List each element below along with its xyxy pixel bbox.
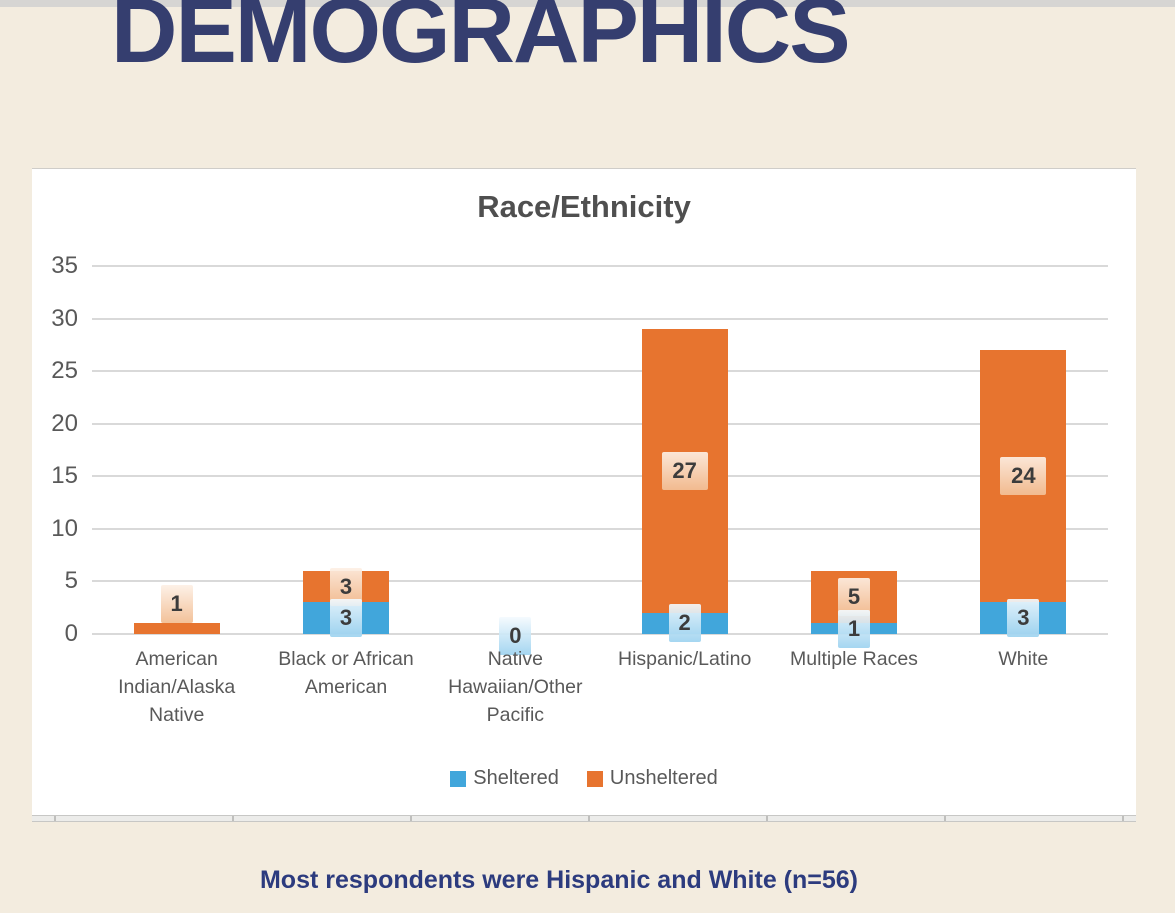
chart-title: Race/Ethnicity: [477, 189, 691, 224]
bottom-strip-tick: [766, 816, 768, 821]
data-label-sheltered-3: 2: [668, 604, 701, 643]
gridline-y-25: [92, 370, 1108, 373]
x-axis-label-line: Hispanic/Latino: [617, 648, 752, 670]
bottom-strip-tick: [944, 816, 946, 821]
gridline-y-10: [92, 527, 1108, 530]
bottom-strip-tick: [410, 816, 412, 821]
x-axis-label-line: American: [304, 676, 388, 698]
x-axis-label-line: Black or African: [278, 648, 414, 670]
window-top-strip: [0, 0, 1175, 7]
x-axis-label-0: American Indian/Alaska Native: [77, 645, 277, 729]
x-axis-label-line: Indian/Alaska: [118, 676, 236, 698]
gridline-y-0: [92, 633, 1108, 635]
x-axis-label-3: Hispanic/Latino: [585, 645, 785, 673]
gridline-y-5: [92, 580, 1108, 583]
y-axis-tick-label: 25: [51, 357, 78, 385]
data-label-unsheltered-5: 24: [1000, 457, 1047, 496]
x-axis-label-line: White: [998, 648, 1049, 670]
x-axis-label-line: American: [135, 648, 218, 670]
x-axis-label-line: Pacific: [486, 704, 545, 726]
slide-caption: Most respondents were Hispanic and White…: [259, 866, 859, 894]
bottom-strip-tick: [588, 816, 590, 821]
x-axis-label-line: Native: [149, 704, 205, 726]
bottom-strip-tick: [54, 816, 56, 821]
y-axis-tick-label: 20: [51, 409, 78, 437]
legend-item-sheltered: Sheltered: [450, 767, 559, 790]
legend: Sheltered Unsheltered: [32, 767, 1136, 790]
x-axis-label-line: Hawaiian/Other: [448, 676, 583, 698]
y-axis-tick-label: 10: [51, 514, 78, 542]
x-axis-label-4: Multiple Races: [754, 645, 954, 673]
legend-label: Sheltered: [473, 767, 559, 789]
bottom-strip-tick: [1122, 816, 1124, 821]
legend-label: Unsheltered: [609, 767, 718, 789]
y-axis-tick-label: 0: [64, 620, 78, 647]
bottom-strip-tick: [232, 816, 234, 821]
slide-title: DEMOGRAPHICS: [111, 0, 851, 82]
data-label-sheltered-4: 1: [838, 609, 870, 648]
legend-swatch-sheltered: [450, 770, 467, 787]
data-label-sheltered-2: 0: [499, 617, 532, 655]
gridline-y-35: [92, 265, 1108, 267]
gridline-y-20: [92, 422, 1108, 425]
y-axis-tick-label: 15: [51, 462, 78, 490]
panel-bottom-strip: [32, 815, 1136, 822]
y-axis-tick-label: 35: [51, 252, 78, 279]
legend-swatch-unsheltered: [586, 770, 603, 787]
x-axis-label-line: Multiple Races: [790, 648, 918, 670]
gridline-y-30: [92, 317, 1108, 320]
data-label-sheltered-5: 3: [1007, 599, 1040, 638]
y-axis-tick-label: 5: [64, 567, 78, 595]
x-axis-label-line: Native: [487, 648, 543, 670]
data-label-unsheltered-0: 1: [160, 585, 193, 624]
data-label-unsheltered-3: 27: [661, 452, 708, 491]
chart-panel: Race/Ethnicity Sheltered Unsheltered 0 5 10…: [32, 168, 1136, 816]
x-axis-label-2: Native Hawaiian/Other Pacific: [415, 645, 615, 729]
x-axis-label-1: Black or African American: [246, 645, 446, 701]
data-label-sheltered-1: 3: [330, 599, 362, 638]
y-axis-tick-label: 30: [51, 304, 78, 332]
bar-unsheltered-0: [133, 623, 220, 634]
x-axis-label-5: White: [923, 645, 1123, 673]
legend-item-unsheltered: Unsheltered: [586, 767, 718, 790]
gridline-y-15: [92, 475, 1108, 478]
